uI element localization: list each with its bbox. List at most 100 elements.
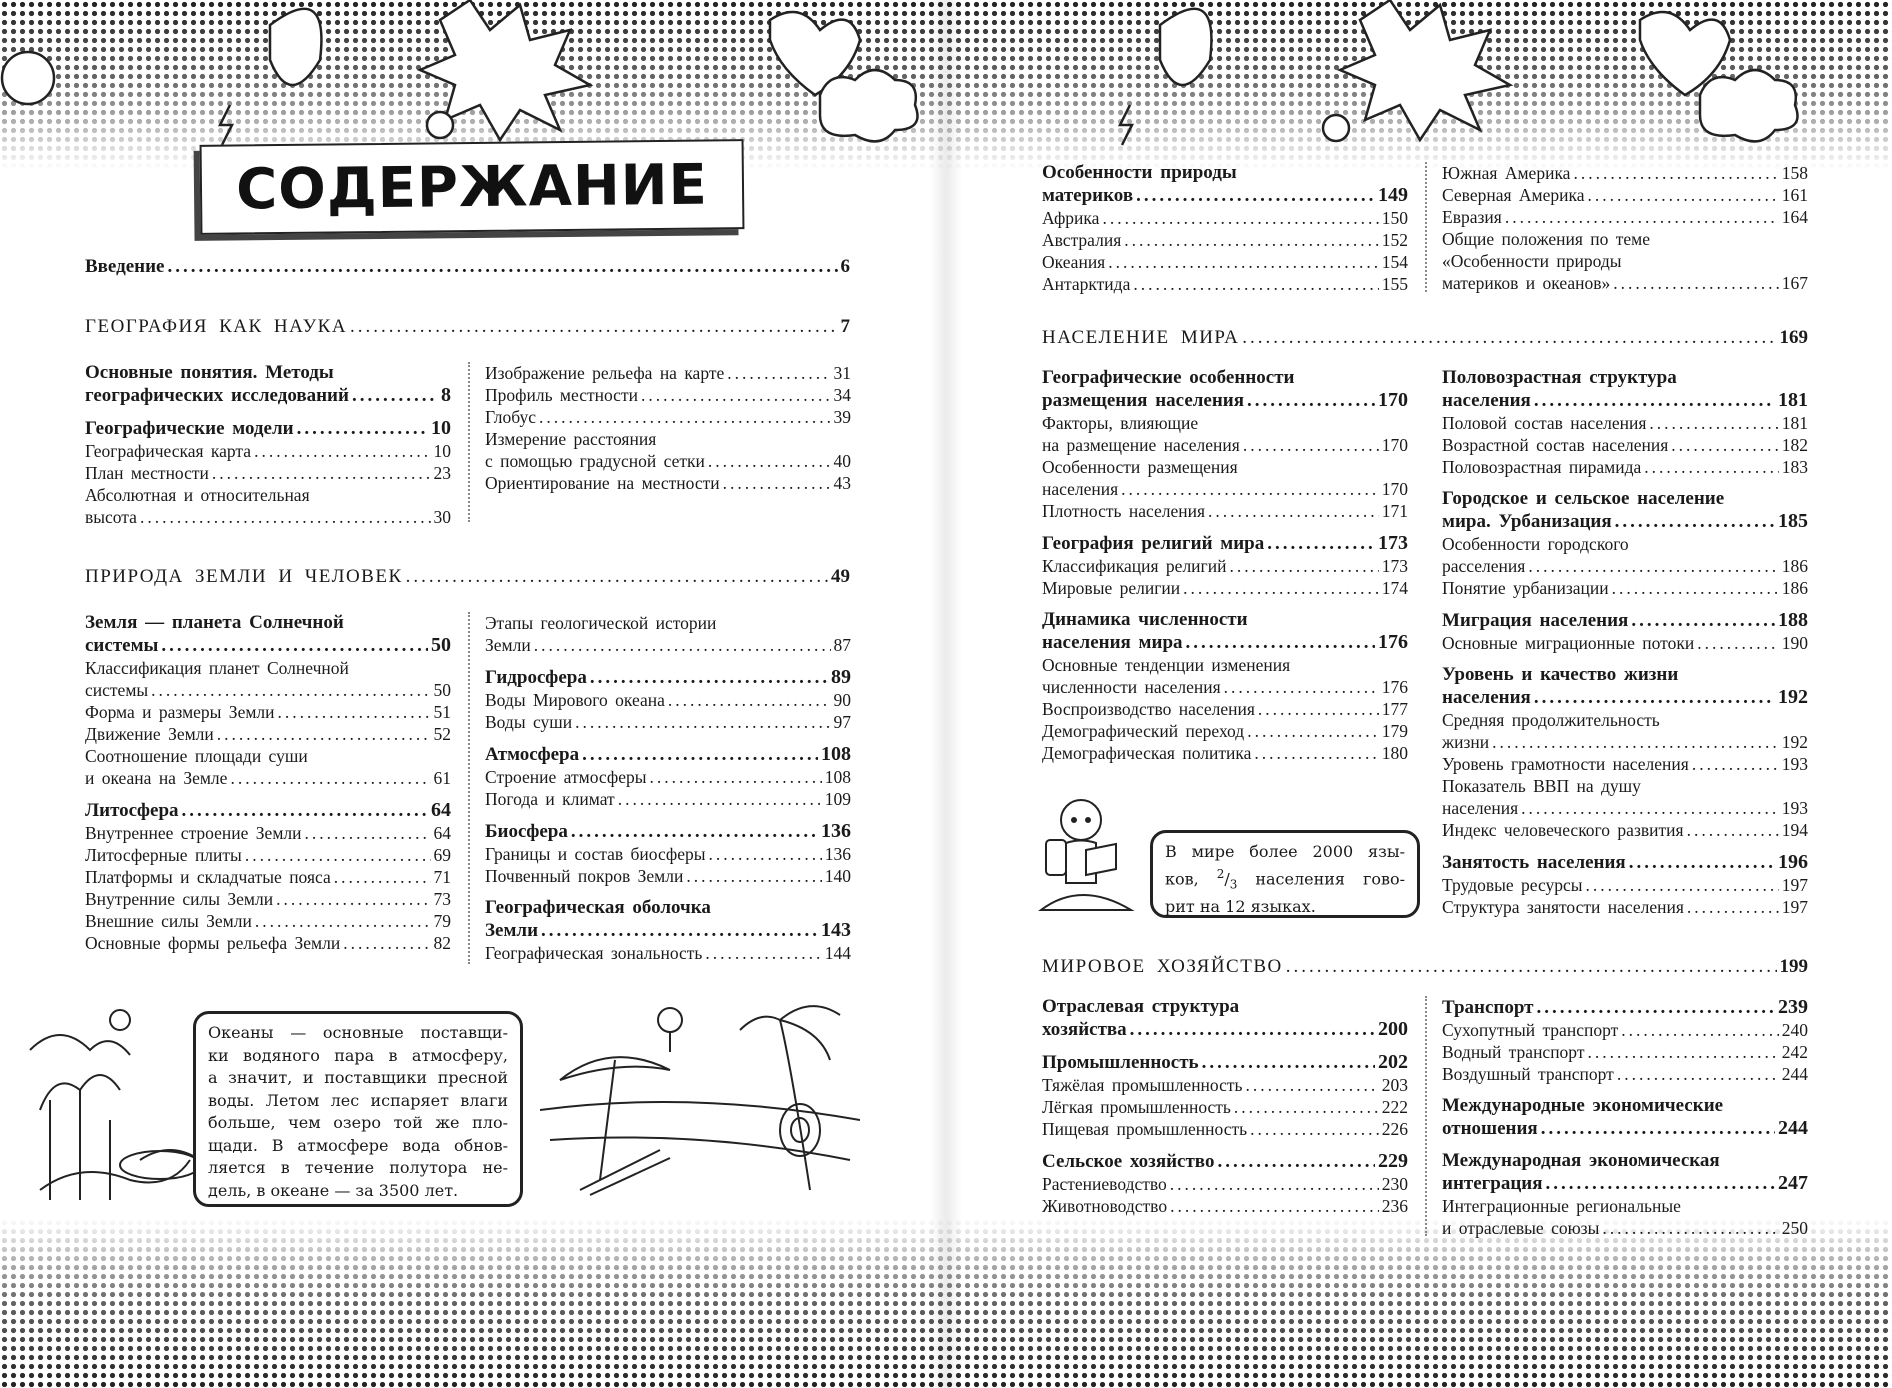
toc-entry[interactable]: Профиль местности 34 (485, 384, 851, 406)
toc-entry[interactable]: Воды суши 97 (485, 711, 851, 733)
toc-entry[interactable]: Сухопутный транспорт 240 (1442, 1019, 1808, 1041)
toc-entry[interactable]: Структура занятости населения 197 (1442, 896, 1808, 918)
toc-entry[interactable]: Демографический переход 179 (1042, 720, 1408, 742)
toc-entry[interactable]: Понятие урбанизации 186 (1442, 577, 1808, 599)
toc-entry[interactable]: Воспроизводство населения 177 (1042, 698, 1408, 720)
toc-entry[interactable]: Изображение рельефа на карте 31 (485, 362, 851, 384)
page-number: 229 (1378, 1150, 1408, 1172)
entry-last-line: Австралия 152 (1042, 229, 1408, 251)
toc-section-entry[interactable]: Транспорт 239 (1442, 996, 1808, 1019)
toc-section-entry[interactable]: Занятость населения 196 (1442, 851, 1808, 874)
toc-entry[interactable]: Общие положения по теме «Особенности прир… (1442, 228, 1808, 294)
toc-section-entry[interactable]: Литосфера 64 (85, 799, 451, 822)
part-heading[interactable]: ГЕОГРАФИЯ КАК НАУКА 7 (85, 316, 850, 338)
toc-entry[interactable]: Платформы и складчатые пояса 71 (85, 866, 451, 888)
toc-section-entry[interactable]: Городское и сельское население мира. Урба… (1442, 488, 1808, 533)
toc-entry[interactable]: Основные миграционные потоки 190 (1442, 632, 1808, 654)
toc-entry[interactable]: Внутреннее строение Земли 64 (85, 822, 451, 844)
toc-entry[interactable]: Форма и размеры Земли 51 (85, 701, 451, 723)
toc-section-entry[interactable]: Географические особенности размещения нас… (1042, 367, 1408, 412)
toc-entry[interactable]: Внешние силы Земли 79 (85, 910, 451, 932)
toc-entry[interactable]: Растениеводство 230 (1042, 1173, 1408, 1195)
toc-entry[interactable]: Классификация религий 173 (1042, 555, 1408, 577)
toc-entry[interactable]: Плотность населения 171 (1042, 500, 1408, 522)
toc-entry[interactable]: Измерение расстояния с помощью градусной … (485, 428, 851, 472)
toc-entry[interactable]: Уровень грамотности населения 193 (1442, 753, 1808, 775)
toc-intro-entry[interactable]: Введение 6 (85, 256, 850, 278)
toc-entry[interactable]: Соотношение площади суши и океана на Земл… (85, 745, 451, 789)
entry-title-line: Интеграционные региональные (1442, 1196, 1681, 1216)
toc-section-entry[interactable]: Географические модели 10 (85, 417, 451, 440)
toc-section-entry[interactable]: Биосфера 136 (485, 820, 851, 843)
entry-title-line: Средняя продолжительность (1442, 710, 1660, 730)
toc-entry[interactable]: Африка 150 (1042, 207, 1408, 229)
toc-entry[interactable]: Австралия 152 (1042, 229, 1408, 251)
toc-entry[interactable]: Воздушный транспорт 244 (1442, 1063, 1808, 1085)
toc-entry[interactable]: Основные тенденции изменения численности … (1042, 654, 1408, 698)
toc-entry[interactable]: Ориентирование на местности 43 (485, 472, 851, 494)
bubble-text-line: ков, 2/3 населения гово- (1165, 867, 1406, 892)
toc-entry[interactable]: Погода и климат 109 (485, 788, 851, 810)
toc-section-entry[interactable]: Сельское хозяйство 229 (1042, 1150, 1408, 1173)
toc-entry[interactable]: Океания 154 (1042, 251, 1408, 273)
part-heading[interactable]: МИРОВОЕ ХОЗЯЙСТВО 199 (1042, 956, 1808, 978)
toc-entry[interactable]: Пищевая промышленность 226 (1042, 1118, 1408, 1140)
toc-entry[interactable]: Половозрастная пирамида 183 (1442, 456, 1808, 478)
toc-entry[interactable]: Южная Америка 158 (1442, 162, 1808, 184)
toc-entry[interactable]: Водный транспорт 242 (1442, 1041, 1808, 1063)
toc-entry[interactable]: Внутренние силы Земли 73 (85, 888, 451, 910)
toc-entry[interactable]: Лёгкая промышленность 222 (1042, 1096, 1408, 1118)
toc-entry[interactable]: Факторы, влияющие на размещение населения… (1042, 412, 1408, 456)
toc-entry[interactable]: Демографическая политика 180 (1042, 742, 1408, 764)
toc-section-entry[interactable]: География религий мира 173 (1042, 532, 1408, 555)
toc-section-entry[interactable]: Промышленность 202 (1042, 1051, 1408, 1074)
toc-entry[interactable]: Тяжёлая промышленность 203 (1042, 1074, 1408, 1096)
toc-entry[interactable]: Границы и состав биосферы 136 (485, 843, 851, 865)
dot-leader (1133, 273, 1378, 295)
toc-entry[interactable]: Мировые религии 174 (1042, 577, 1408, 599)
toc-entry[interactable]: Почвенный покров Земли 140 (485, 865, 851, 887)
toc-entry[interactable]: Интеграционные региональные и отраслевые … (1442, 1195, 1808, 1239)
toc-section-entry[interactable]: Миграция населения 188 (1442, 609, 1808, 632)
toc-entry[interactable]: Животноводство 236 (1042, 1195, 1408, 1217)
toc-section-entry[interactable]: Основные понятия. Методы географических и… (85, 362, 451, 407)
toc-entry[interactable]: Основные формы рельефа Земли 82 (85, 932, 451, 954)
toc-entry[interactable]: Трудовые ресурсы 197 (1442, 874, 1808, 896)
toc-entry[interactable]: Евразия 164 (1442, 206, 1808, 228)
dot-leader (151, 679, 430, 701)
toc-entry[interactable]: Движение Земли 52 (85, 723, 451, 745)
toc-entry[interactable]: Половой состав населения 181 (1442, 412, 1808, 434)
toc-entry[interactable]: План местности 23 (85, 462, 451, 484)
toc-entry[interactable]: Географическая карта 10 (85, 440, 451, 462)
toc-entry[interactable]: Антарктида 155 (1042, 273, 1408, 295)
toc-entry[interactable]: Воды Мирового океана 90 (485, 689, 851, 711)
toc-section-entry[interactable]: Атмосфера 108 (485, 743, 851, 766)
toc-entry[interactable]: Глобус 39 (485, 406, 851, 428)
toc-entry[interactable]: Литосферные плиты 69 (85, 844, 451, 866)
toc-entry[interactable]: Строение атмосферы 108 (485, 766, 851, 788)
part-heading[interactable]: НАСЕЛЕНИЕ МИРА 169 (1042, 327, 1808, 349)
toc-section-entry[interactable]: Гидросфера 89 (485, 666, 851, 689)
entry-title-line: Половой состав населения (1442, 413, 1647, 433)
part-heading[interactable]: ПРИРОДА ЗЕМЛИ И ЧЕЛОВЕК 49 (85, 566, 850, 588)
toc-entry[interactable]: Индекс человеческого развития 194 (1442, 819, 1808, 841)
toc-entry[interactable]: Возрастной состав населения 182 (1442, 434, 1808, 456)
toc-entry[interactable]: Северная Америка 161 (1442, 184, 1808, 206)
toc-entry[interactable]: Географическая зональность 144 (485, 942, 851, 964)
